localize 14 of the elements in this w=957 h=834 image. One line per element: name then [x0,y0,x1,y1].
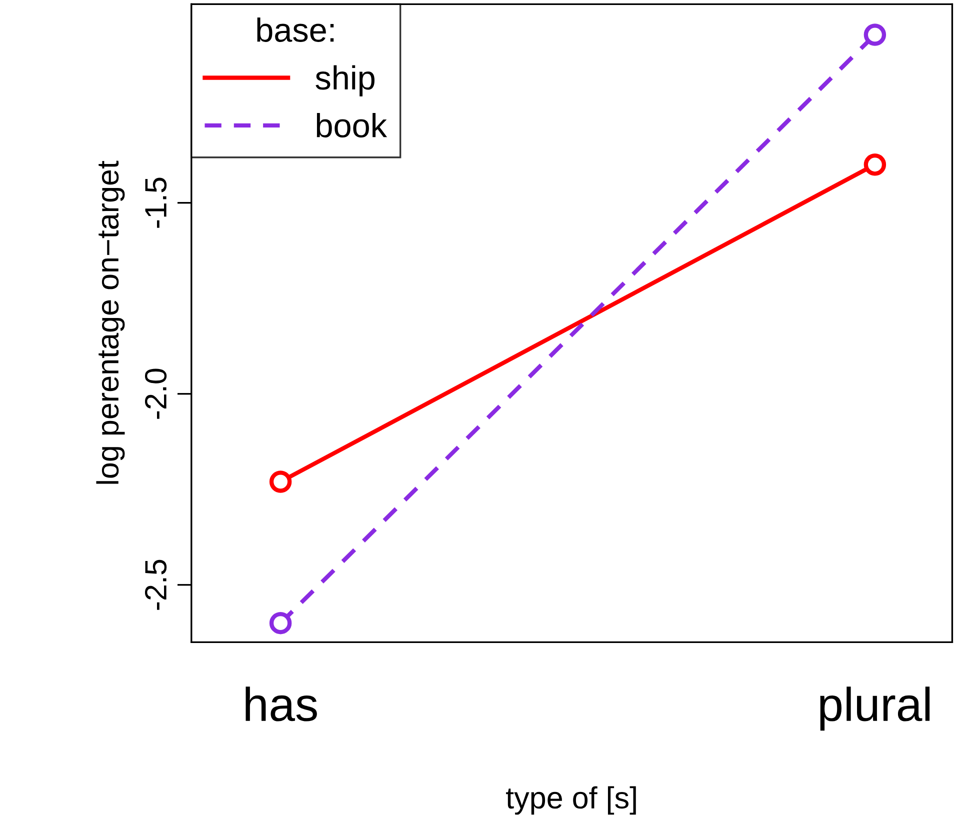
x-tick-label: has [246,686,317,722]
x-tick-label: plural [820,686,930,731]
legend-title: base: [257,18,334,42]
y-axis-title: log perentage on−target [96,160,125,484]
y-tick-label: -2.5 [144,560,167,610]
legend-label: ship [316,65,374,96]
point [269,612,292,634]
y-tick-label: -2.0 [144,368,167,419]
x-axis-title: type of [s] [506,786,636,815]
point [269,470,292,493]
point [864,24,886,46]
legend-label: book [316,112,388,138]
y-tick-label: -1.5 [145,178,167,228]
point [864,154,886,176]
